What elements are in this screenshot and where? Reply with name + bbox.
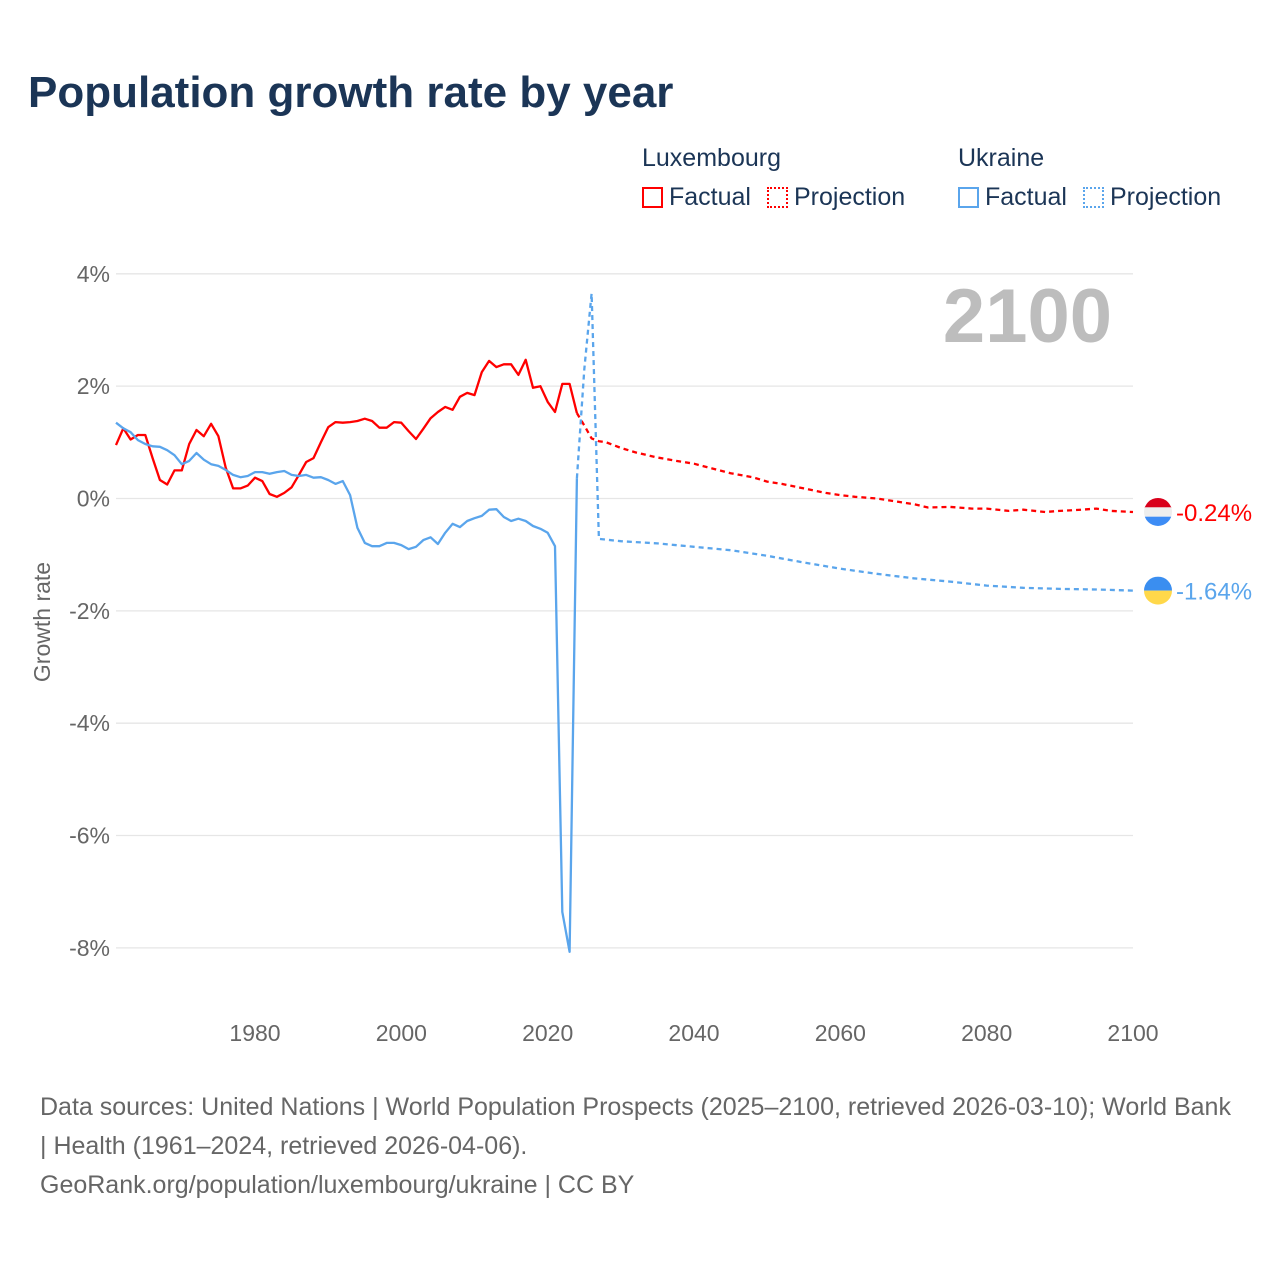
y-tick-label: -8% (69, 935, 110, 961)
dotted-swatch-icon (1082, 187, 1104, 208)
end-value-label: -0.24% (1176, 500, 1252, 527)
dotted-swatch-icon (766, 187, 788, 208)
x-tick-label: 2080 (961, 1020, 1012, 1046)
legend-group-ukraine: Ukraine Factual Projection (958, 144, 1237, 212)
y-tick-label: -4% (69, 710, 110, 736)
legend-item-luxembourg-projection[interactable]: Projection (766, 183, 906, 212)
series-line-luxembourg-projection (575, 412, 1134, 514)
legend-group-luxembourg: Luxembourg Factual Projection (642, 144, 921, 212)
legend-label: Factual (669, 183, 751, 211)
y-tick-label: 4% (77, 261, 110, 287)
solid-swatch-icon (958, 187, 979, 208)
legend-label: Factual (985, 183, 1067, 211)
end-value-label: -1.64% (1176, 579, 1252, 606)
x-tick-label: 2100 (1107, 1020, 1158, 1046)
y-axis-label: Growth rate (29, 562, 55, 682)
series-line-luxembourg-factual (114, 358, 579, 498)
source-link[interactable]: GeoRank.org/population/luxembourg/ukrain… (40, 1171, 635, 1199)
legend-item-ukraine-projection[interactable]: Projection (1082, 183, 1222, 212)
chart-title: Population growth rate by year (28, 68, 674, 117)
year-display: 2100 (943, 274, 1112, 359)
legend-label: Projection (793, 183, 906, 211)
source-text: Data sources: United Nations | World Pop… (40, 1093, 1231, 1160)
flag-stripe (1144, 516, 1172, 526)
y-tick-label: 0% (77, 486, 110, 512)
series-line-ukraine-factual (115, 421, 579, 953)
y-tick-label: -2% (69, 598, 110, 624)
series-line-ukraine-projection (575, 292, 1134, 592)
legend-country-luxembourg: Luxembourg (642, 144, 781, 172)
x-tick-label: 2060 (815, 1020, 866, 1046)
end-marker-luxembourg (1144, 497, 1172, 526)
flag-stripe (1144, 590, 1172, 605)
x-tick-label: 2000 (376, 1020, 427, 1046)
legend-item-ukraine-factual[interactable]: Factual (958, 183, 1067, 212)
legend-item-luxembourg-factual[interactable]: Factual (642, 183, 751, 212)
data-source-note: Data sources: United Nations | World Pop… (40, 1088, 1240, 1205)
chart-plot: 4% 2% 0% -2% -4% -6% -8% 1980 2000 2020 2040 2060 20… (29, 261, 1252, 1046)
luxembourg-flag-icon (1144, 497, 1172, 526)
flag-stripe (1144, 576, 1172, 591)
y-tick-label: 2% (77, 373, 110, 399)
flag-stripe (1144, 497, 1172, 508)
solid-swatch-icon (642, 187, 663, 208)
x-tick-label: 1980 (229, 1020, 280, 1046)
flag-stripe (1144, 507, 1172, 517)
x-tick-label: 2020 (522, 1020, 573, 1046)
ukraine-flag-icon (1144, 576, 1172, 605)
legend-label: Projection (1109, 183, 1222, 211)
legend-country-ukraine: Ukraine (958, 144, 1045, 172)
y-tick-label: -6% (69, 823, 110, 849)
x-tick-label: 2040 (668, 1020, 719, 1046)
end-marker-ukraine (1144, 576, 1172, 605)
